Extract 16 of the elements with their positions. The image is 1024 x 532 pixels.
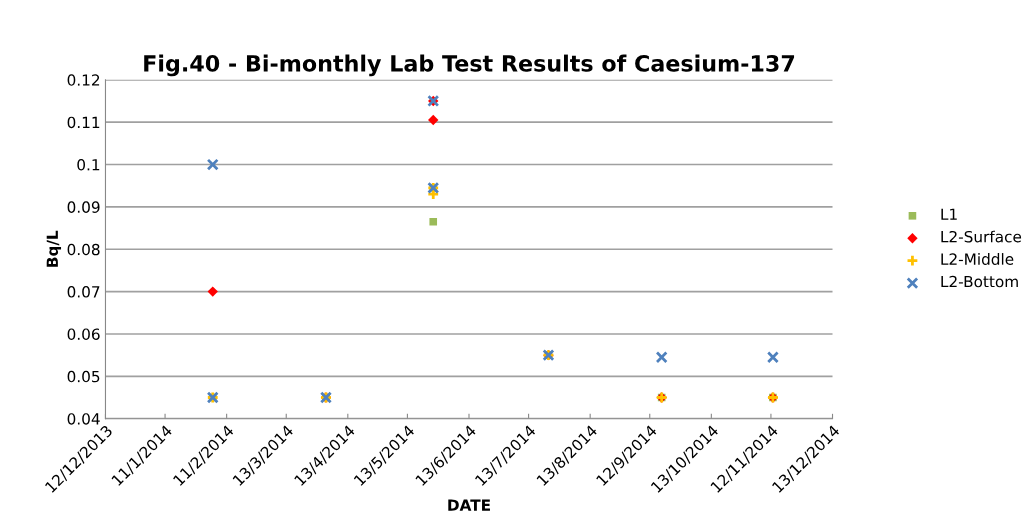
- y-tick-label: 0.09: [67, 201, 100, 213]
- y-tick-label: 0.04: [67, 413, 100, 425]
- y-tick-label: 0.06: [67, 328, 100, 340]
- legend-label: L2-Surface: [941, 230, 1022, 243]
- y-tick-label: 0.12: [67, 74, 100, 86]
- y-tick-label: 0.1: [77, 158, 100, 171]
- y-axis-title: Bq/L: [46, 230, 62, 267]
- y-tick-label: 0.08: [67, 243, 100, 256]
- x-axis-title: DATE: [448, 499, 490, 511]
- legend-label: L2-Middle: [941, 253, 1014, 265]
- legend-label: L1: [941, 208, 957, 220]
- y-tick-label: 0.05: [67, 370, 100, 383]
- y-tick-label: 0.07: [67, 286, 100, 298]
- chart-title: Fig.40 - Bi-monthly Lab Test Results of Caesium-137: [144, 54, 795, 77]
- legend-label: L2-Bottom: [941, 275, 1018, 288]
- y-tick-label: 0.11: [67, 116, 100, 129]
